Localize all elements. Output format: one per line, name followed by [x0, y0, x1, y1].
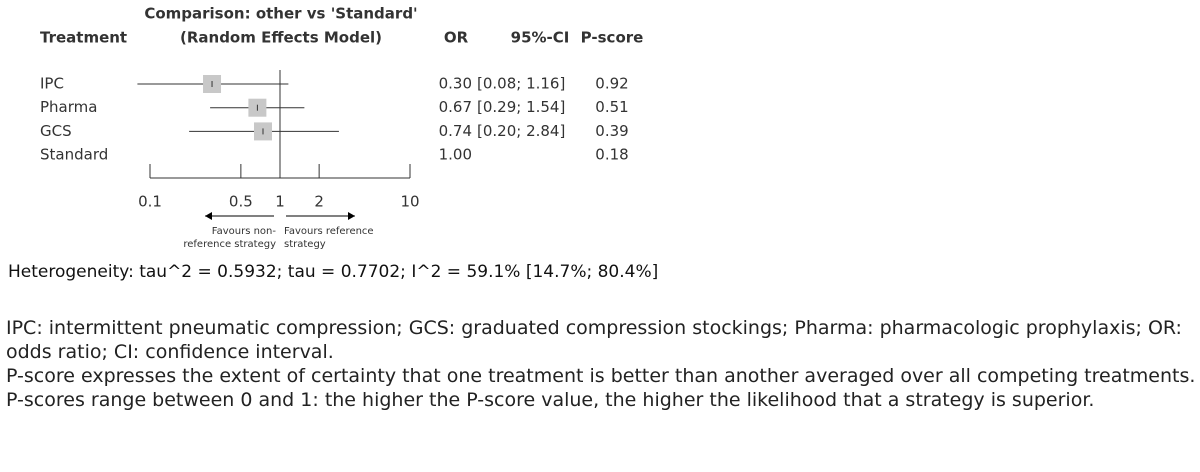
- pscore-value: 0.92: [595, 75, 628, 93]
- x-tick-label: 0.5: [229, 193, 253, 211]
- or-value: 0.30: [439, 75, 472, 93]
- annotation: strategy: [284, 239, 326, 250]
- column-header: 95%-CI: [511, 29, 570, 47]
- notes: IPC: intermittent pneumatic compression;…: [6, 316, 1198, 412]
- x-tick-label: 0.1: [138, 193, 162, 211]
- or-value: 1.00: [439, 146, 472, 164]
- ci-value: [0.29; 1.54]: [477, 98, 565, 116]
- pscore-value: 0.39: [595, 122, 628, 140]
- row-label: GCS: [40, 122, 72, 140]
- x-tick-label: 10: [400, 193, 419, 211]
- chart-subtitle: (Random Effects Model): [180, 29, 382, 47]
- forest-plot: Comparison: other vs 'Standard' (Random …: [8, 5, 658, 283]
- arrowhead: [205, 212, 212, 220]
- column-header: P-score: [581, 29, 644, 47]
- ci-value: [0.08; 1.16]: [477, 75, 565, 93]
- note: IPC: intermittent pneumatic compression;…: [6, 317, 1182, 363]
- or-value: 0.67: [439, 98, 472, 116]
- column-header: OR: [444, 29, 469, 47]
- chart-title: Comparison: other vs 'Standard': [144, 5, 417, 23]
- annotation: Favours non-: [212, 226, 277, 237]
- pscore-value: 0.51: [595, 98, 628, 116]
- heterogeneity: Heterogeneity: tau^2 = 0.5932; tau = 0.7…: [8, 262, 658, 282]
- note: P-score expresses the extent of certaint…: [6, 365, 1196, 411]
- pscore-value: 0.18: [595, 146, 628, 164]
- row-label: Pharma: [40, 98, 97, 116]
- annotation: Favours reference: [284, 226, 374, 237]
- x-tick-label: 2: [314, 193, 324, 211]
- arrowhead: [348, 212, 355, 220]
- row-label: Standard: [40, 146, 108, 164]
- ci-value: [0.20; 2.84]: [477, 122, 565, 140]
- or-value: 0.74: [439, 122, 472, 140]
- row-label: IPC: [40, 75, 64, 93]
- column-header: Treatment: [40, 29, 127, 47]
- annotation: reference strategy: [183, 239, 276, 250]
- x-tick-label: 1: [275, 193, 285, 211]
